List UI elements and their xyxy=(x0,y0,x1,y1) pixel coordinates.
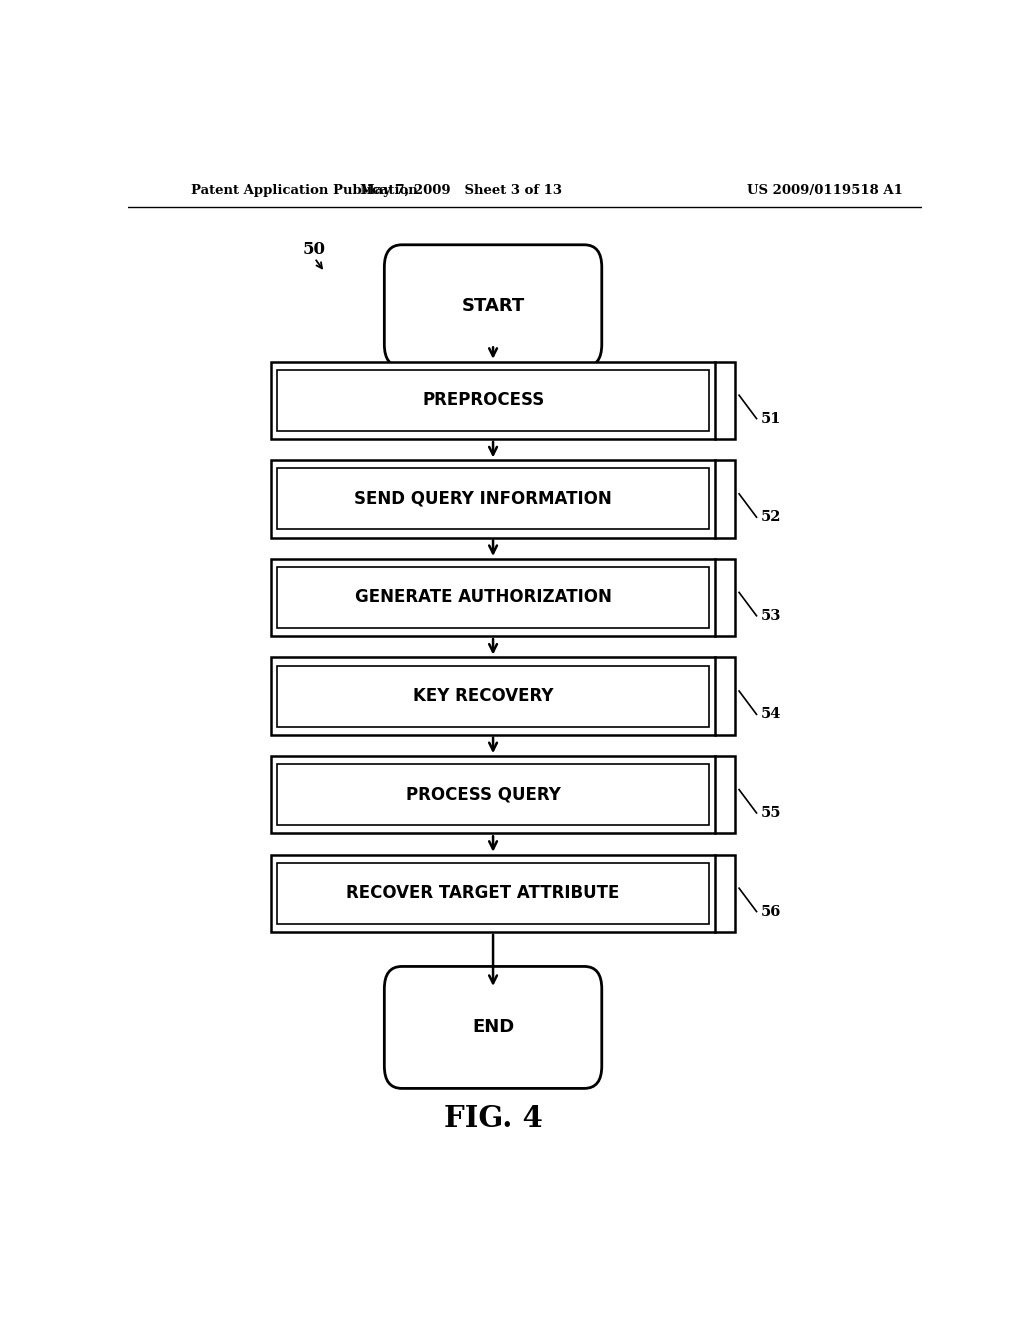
Text: GENERATE AUTHORIZATION: GENERATE AUTHORIZATION xyxy=(354,589,611,606)
Text: US 2009/0119518 A1: US 2009/0119518 A1 xyxy=(748,185,903,198)
Text: Patent Application Publication: Patent Application Publication xyxy=(191,185,418,198)
Bar xyxy=(278,764,709,825)
Bar xyxy=(270,362,735,440)
FancyBboxPatch shape xyxy=(384,966,602,1089)
Text: 53: 53 xyxy=(761,609,781,623)
Bar xyxy=(270,461,735,537)
Bar xyxy=(278,370,709,430)
Text: FIG. 4: FIG. 4 xyxy=(443,1105,543,1134)
Text: 54: 54 xyxy=(761,708,781,721)
Text: 56: 56 xyxy=(761,904,781,919)
Bar xyxy=(278,469,709,529)
Text: 52: 52 xyxy=(761,511,781,524)
Text: END: END xyxy=(472,1019,514,1036)
Text: PROCESS QUERY: PROCESS QUERY xyxy=(406,785,560,804)
Text: 55: 55 xyxy=(761,807,781,820)
Bar xyxy=(270,854,735,932)
Bar xyxy=(278,568,709,628)
Bar xyxy=(270,657,735,735)
Text: PREPROCESS: PREPROCESS xyxy=(422,391,545,409)
Bar xyxy=(270,756,735,833)
Bar xyxy=(278,863,709,924)
Bar xyxy=(270,558,735,636)
Text: May 7, 2009   Sheet 3 of 13: May 7, 2009 Sheet 3 of 13 xyxy=(360,185,562,198)
Text: SEND QUERY INFORMATION: SEND QUERY INFORMATION xyxy=(354,490,612,508)
Text: 51: 51 xyxy=(761,412,781,425)
FancyBboxPatch shape xyxy=(384,244,602,367)
Bar xyxy=(278,665,709,726)
Text: RECOVER TARGET ATTRIBUTE: RECOVER TARGET ATTRIBUTE xyxy=(346,884,620,903)
Text: START: START xyxy=(462,297,524,314)
Text: KEY RECOVERY: KEY RECOVERY xyxy=(413,688,553,705)
Text: 50: 50 xyxy=(303,242,326,259)
